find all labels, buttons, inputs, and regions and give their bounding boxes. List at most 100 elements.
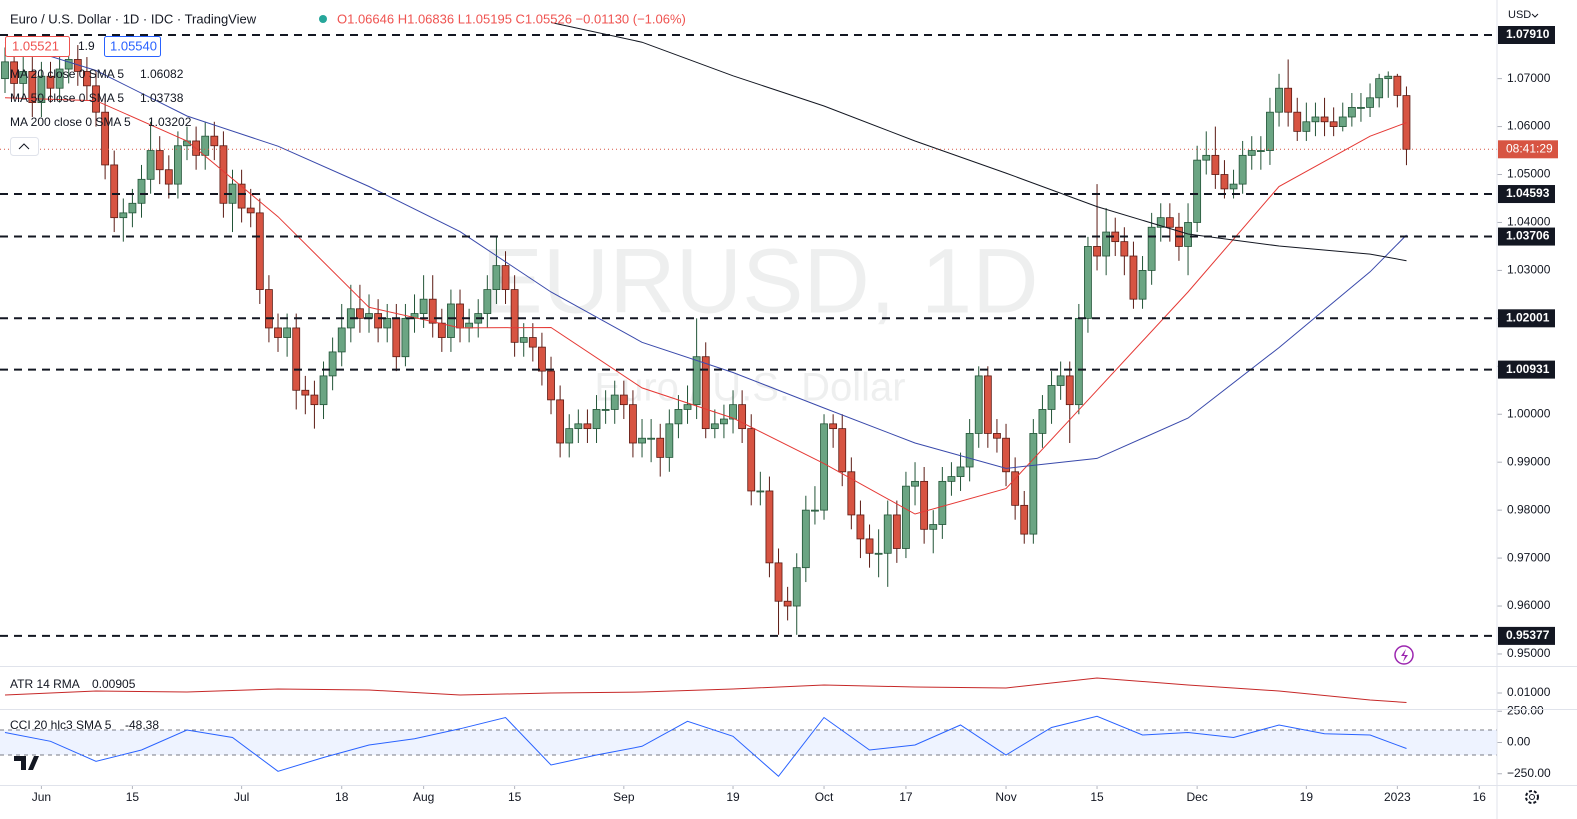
candle-body [747,428,756,492]
candle-body [1002,437,1010,473]
candle-body [155,150,164,171]
candle-body [601,409,610,411]
candle-body [911,480,919,487]
y-tick-label: 0.99000 [1507,454,1551,468]
candle-body [510,289,519,343]
level-label: 1.03706 [1506,229,1550,243]
candle-body [710,423,719,430]
level-label-box [1498,309,1555,328]
candle-body [1,61,9,80]
candle-body [947,476,956,482]
settings-button[interactable] [1525,790,1539,804]
tradingview-logo[interactable] [14,756,39,770]
candle-body [283,327,292,338]
candle-body [920,480,929,530]
candle-body [965,433,974,468]
candle-body [565,428,574,444]
market-status[interactable] [319,15,327,23]
candle-body [738,404,747,430]
candle-body [674,409,683,425]
candle-body [1247,150,1256,156]
level-label: 1.07910 [1506,27,1550,41]
candle-body [1129,255,1138,300]
candle-body [174,145,182,185]
lightning-icon [1401,649,1408,662]
candle-body [729,404,737,420]
candle-body [274,327,282,338]
level-label-box [1498,626,1555,645]
level-label-box [1498,185,1555,204]
candle-body [419,298,428,314]
indicator-line [4,715,1407,778]
candle-body [638,437,646,444]
x-tick-label: Jul [234,790,249,804]
candle-body [19,71,28,84]
moving-average-line [550,22,1407,262]
currency-label[interactable]: USD [1508,9,1531,21]
candle-body [383,317,392,329]
candle-body [1275,87,1283,113]
candle-body [1084,246,1092,319]
candle-body [865,538,874,554]
y-tick-label: 1.05000 [1507,167,1551,181]
ask-price[interactable]: 1.05540 [110,38,157,53]
legend-name: MA 50 close 0 SMA 5 [10,91,124,105]
candle-body [883,514,892,554]
x-tick-label: Aug [413,790,434,804]
candle-body [592,409,601,430]
candle-body [1065,375,1074,406]
candle-body [983,375,992,434]
candle-body [874,552,883,555]
legend-value: 1.06082 [140,67,184,81]
candle-body [392,317,401,358]
candle-body [974,375,983,434]
bid-price[interactable]: 1.05521 [12,38,59,53]
candle-body [1211,154,1220,175]
candle-body [146,150,155,180]
candle-body [1402,95,1411,150]
candle-body [1238,154,1247,185]
legend-value: 1.03738 [140,91,184,105]
candle-body [647,437,656,440]
buy-button[interactable] [104,36,161,57]
candle-body [692,356,701,406]
candle-body [410,313,419,319]
candle-body [110,164,119,219]
candle-body [720,418,728,425]
main-pane [1,22,1411,635]
level-label-box [1498,227,1555,246]
x-tick-label: Sep [613,790,635,804]
candle-body [538,346,546,372]
candle-body [101,111,110,166]
candle-body [774,562,783,602]
symbol-title[interactable]: Euro / U.S. Dollar · 1D · IDC · TradingV… [10,11,257,26]
collapse-legend-button[interactable] [10,137,39,156]
candle-body [1293,111,1302,132]
x-tick-label: 17 [899,790,913,804]
candle-body [1156,217,1165,228]
x-tick-label: 18 [335,790,349,804]
candle-body [1074,317,1083,406]
level-label-box [1498,26,1555,44]
candle-body [929,524,938,530]
x-tick-label: Dec [1186,790,1207,804]
sell-button[interactable] [5,36,70,57]
candle-body [1029,433,1038,535]
y-tick-label: 0.00 [1507,735,1531,749]
legend-name: MA 200 close 0 SMA 5 [10,115,131,129]
x-tick-label: Oct [815,790,834,804]
indicator-title: ATR 14 RMA [10,677,80,691]
x-tick-label: 19 [1300,790,1314,804]
y-tick-label: 1.07000 [1507,71,1551,85]
candle-body [492,265,501,290]
y-tick-label: 0.98000 [1507,502,1551,516]
candle-body [356,308,364,319]
candle-body [701,356,710,430]
candle-body [337,327,346,353]
candle-body [1366,97,1374,108]
candle-body [328,351,337,377]
candle-body [137,178,146,204]
indicator-title: CCI 20 hlc3 SMA 5 [10,718,112,732]
candle-body [1120,241,1129,257]
